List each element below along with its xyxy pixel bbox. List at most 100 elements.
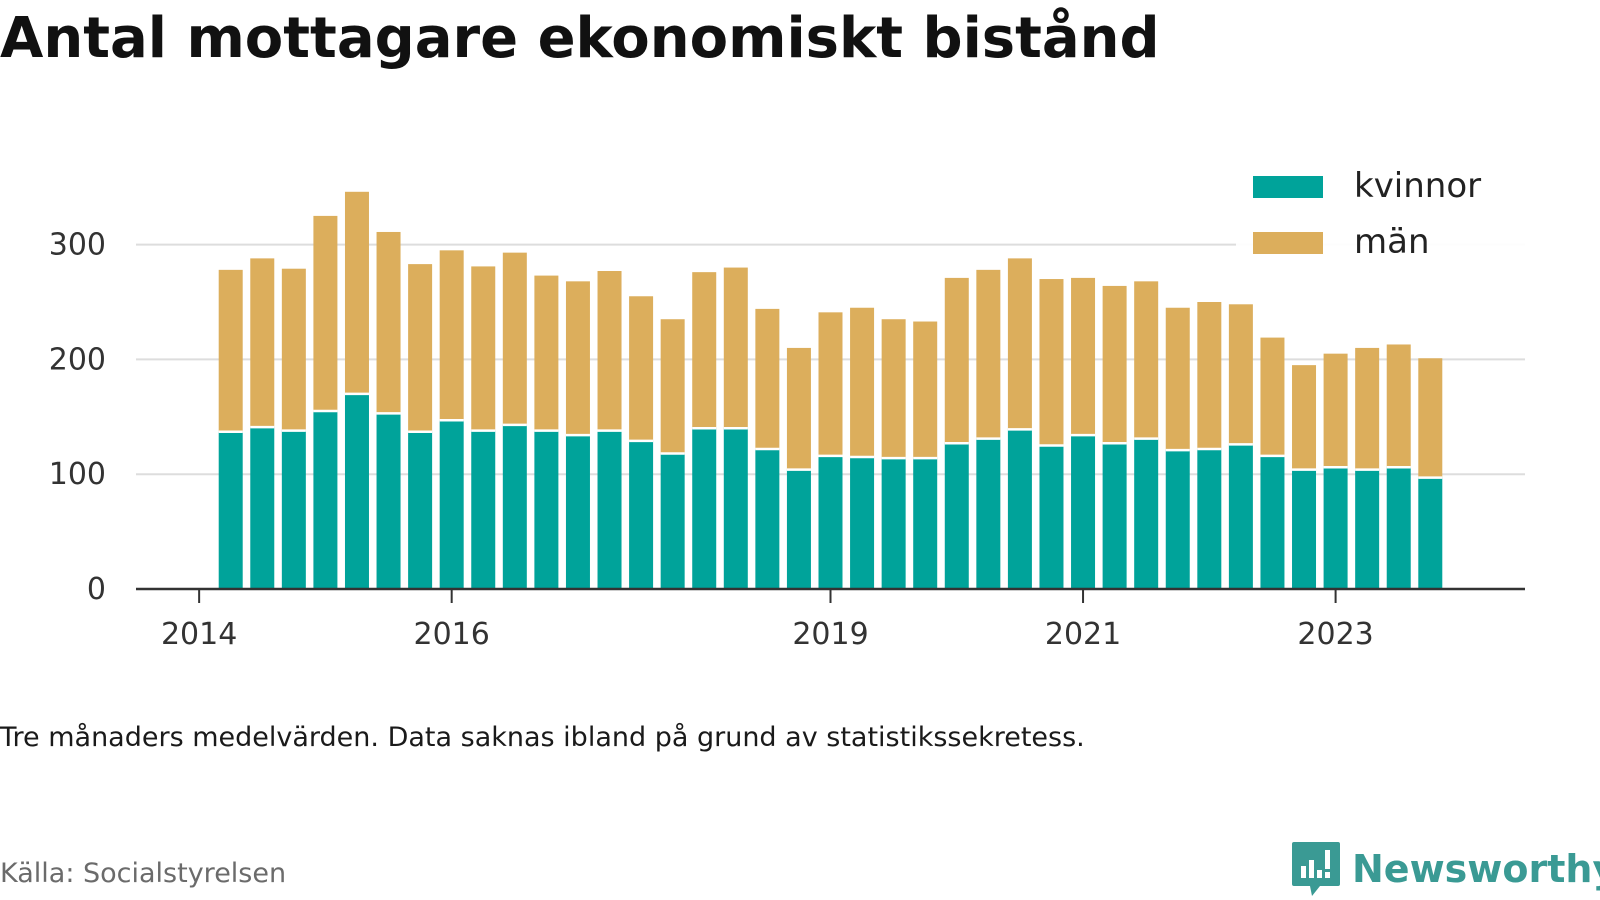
bar-kvinnor xyxy=(1165,450,1190,589)
bar-kvinnor xyxy=(471,430,496,589)
bar-man xyxy=(313,215,338,412)
bar-kvinnor xyxy=(944,443,969,589)
bar-man xyxy=(1007,258,1032,430)
bar-man xyxy=(408,264,433,432)
bar-man xyxy=(1197,302,1222,449)
legend-swatch-man xyxy=(1253,232,1323,254)
bar-kvinnor xyxy=(1134,438,1159,589)
bar-man xyxy=(976,269,1001,439)
legend-label: män xyxy=(1354,222,1430,262)
bar-man xyxy=(534,275,559,431)
bar-kvinnor xyxy=(850,456,875,589)
bar-kvinnor xyxy=(818,455,843,589)
legend-label: kvinnor xyxy=(1354,166,1481,206)
bar-man xyxy=(1134,281,1159,439)
bar-kvinnor xyxy=(1102,443,1127,589)
y-axis-tick-labels: 0 100 200 300 xyxy=(49,228,106,607)
bar-kvinnor xyxy=(976,438,1001,589)
bar-man xyxy=(1386,344,1411,468)
y-tick-label: 200 xyxy=(49,342,106,377)
legend-swatch-kvinnor xyxy=(1253,176,1323,198)
bar-kvinnor xyxy=(1292,469,1317,589)
bar-kvinnor xyxy=(250,427,275,589)
chart-note: Tre månaders medelvärden. Data saknas ib… xyxy=(0,722,1085,753)
bar-kvinnor xyxy=(1007,429,1032,589)
chart-title: Antal mottagare ekonomiskt bistånd xyxy=(0,6,1160,71)
bar-kvinnor xyxy=(344,393,369,589)
bar-kvinnor xyxy=(597,430,622,589)
bar-kvinnor xyxy=(1323,467,1348,589)
bar-kvinnor xyxy=(1418,477,1443,589)
bar-kvinnor xyxy=(565,435,590,589)
bar-kvinnor xyxy=(723,428,748,589)
bar-kvinnor xyxy=(1260,455,1285,589)
newsworthy-logo-icon xyxy=(1292,842,1340,896)
bar-man xyxy=(629,296,654,441)
bar-kvinnor xyxy=(1039,445,1064,589)
bar-man xyxy=(786,347,811,470)
newsworthy-logo: Newsworthy xyxy=(1290,840,1600,898)
y-tick-label: 100 xyxy=(49,457,106,492)
x-axis-tick-labels: 2014 2016 2019 2021 2023 xyxy=(161,617,1374,652)
bar-kvinnor xyxy=(913,458,938,589)
legend: kvinnor män xyxy=(1236,159,1534,275)
bar-man xyxy=(818,312,843,456)
bar-kvinnor xyxy=(502,424,527,589)
bar-kvinnor xyxy=(1355,469,1380,589)
bar-kvinnor xyxy=(218,431,243,589)
bar-man xyxy=(376,231,401,414)
bar-kvinnor xyxy=(1197,448,1222,589)
bar-man xyxy=(250,258,275,428)
bar-man xyxy=(1165,307,1190,451)
y-tick-label: 0 xyxy=(87,572,106,607)
x-tick-label: 2016 xyxy=(414,617,490,652)
bar-kvinnor xyxy=(1228,444,1253,589)
bar-man xyxy=(1260,337,1285,456)
bar-man xyxy=(1355,347,1380,470)
bars xyxy=(218,191,1443,589)
bar-man xyxy=(1323,353,1348,468)
bar-man xyxy=(218,269,243,432)
bar-kvinnor xyxy=(313,411,338,589)
bar-man xyxy=(1102,285,1127,444)
bar-kvinnor xyxy=(881,458,906,589)
bar-kvinnor xyxy=(660,453,685,589)
bar-man xyxy=(1292,365,1317,470)
bar-kvinnor xyxy=(376,413,401,589)
bar-kvinnor xyxy=(786,469,811,589)
bar-kvinnor xyxy=(408,431,433,589)
bar-man xyxy=(281,268,306,431)
x-tick-label: 2021 xyxy=(1045,617,1121,652)
bar-kvinnor xyxy=(281,430,306,589)
bar-man xyxy=(723,267,748,429)
x-axis xyxy=(136,587,1525,603)
bar-kvinnor xyxy=(439,420,464,589)
bar-kvinnor xyxy=(534,430,559,589)
bar-man xyxy=(913,321,938,459)
bar-man xyxy=(1071,277,1096,436)
bar-kvinnor xyxy=(755,448,780,589)
bar-man xyxy=(1039,279,1064,446)
bar-man xyxy=(1228,304,1253,445)
stacked-bar-chart: 0 100 200 300 2014 2016 2019 2021 2023 kvinnor m… xyxy=(48,159,1534,652)
bar-man xyxy=(597,271,622,431)
logo-wordmark: Newsworthy xyxy=(1352,847,1600,891)
x-tick-label: 2014 xyxy=(161,617,237,652)
bar-man xyxy=(471,266,496,431)
bar-kvinnor xyxy=(1386,467,1411,589)
source-credit: Källa: Socialstyrelsen xyxy=(0,858,287,889)
x-tick-label: 2019 xyxy=(792,617,868,652)
bar-man xyxy=(565,281,590,436)
bar-man xyxy=(660,319,685,454)
bar-kvinnor xyxy=(692,428,717,589)
bar-man xyxy=(344,191,369,394)
bar-man xyxy=(502,252,527,425)
bar-man xyxy=(850,307,875,457)
y-tick-label: 300 xyxy=(49,228,106,263)
bar-man xyxy=(1418,358,1443,478)
bar-man xyxy=(755,308,780,449)
bar-man xyxy=(692,272,717,429)
bar-man xyxy=(881,319,906,459)
x-tick-label: 2023 xyxy=(1297,617,1373,652)
bar-kvinnor xyxy=(629,440,654,589)
